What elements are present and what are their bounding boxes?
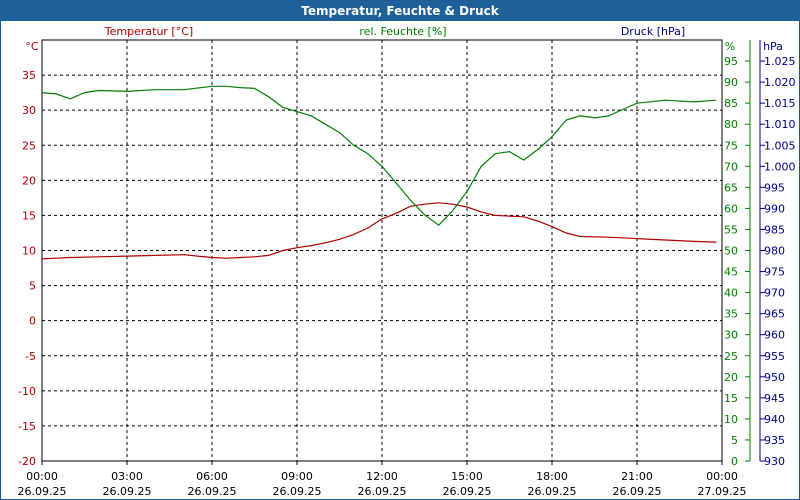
y-tick-label-humidity: 45	[724, 266, 738, 279]
x-tick-label-date: 26.09.25	[103, 485, 152, 498]
y-tick-label-pressure: 1.005	[764, 139, 796, 152]
x-tick-label-date: 26.09.25	[273, 485, 322, 498]
x-tick-label-time: 00:00	[26, 470, 58, 483]
series-line-temperature	[41, 202, 717, 260]
y-tick-label-humidity: 5	[731, 434, 738, 447]
y-tick-label-temperature: 15	[22, 209, 36, 222]
y-tick-label-humidity: 40	[724, 287, 738, 300]
y-tick-label-temperature: 20	[22, 174, 36, 187]
y-tick-label-pressure: 1.020	[764, 76, 796, 89]
y-tick-label-pressure: 980	[764, 245, 785, 258]
y-axis-unit-temperature: °C	[25, 40, 39, 53]
y-tick-label-pressure: 935	[764, 434, 785, 447]
x-tick-label-date: 26.09.25	[443, 485, 492, 498]
y-tick-label-humidity: 80	[724, 118, 738, 131]
y-tick-label-temperature: 25	[22, 139, 36, 152]
y-axis-unit-humidity: %	[725, 40, 735, 53]
y-tick-label-humidity: 60	[724, 202, 738, 215]
x-tick-label-date: 26.09.25	[613, 485, 662, 498]
y-tick-label-pressure: 985	[764, 223, 785, 236]
y-tick-label-temperature: -20	[18, 455, 36, 468]
x-tick-label-time: 15:00	[451, 470, 483, 483]
y-tick-label-humidity: 50	[724, 245, 738, 258]
x-tick-label-time: 03:00	[111, 470, 143, 483]
x-tick-label-date: 26.09.25	[188, 485, 237, 498]
x-tick-label-date: 26.09.25	[358, 485, 407, 498]
y-tick-label-pressure: 1.025	[764, 55, 796, 68]
y-tick-label-humidity: 25	[724, 350, 738, 363]
y-tick-label-humidity: 85	[724, 97, 738, 110]
y-tick-label-pressure: 1.010	[764, 118, 796, 131]
y-tick-label-humidity: 70	[724, 160, 738, 173]
window-title: Temperatur, Feuchte & Druck	[1, 1, 799, 21]
y-tick-label-pressure: 1.015	[764, 97, 796, 110]
x-tick-label-time: 18:00	[536, 470, 568, 483]
y-tick-label-humidity: 55	[724, 223, 738, 236]
y-tick-label-humidity: 65	[724, 181, 738, 194]
y-tick-label-pressure: 995	[764, 181, 785, 194]
y-tick-label-humidity: 30	[724, 329, 738, 342]
x-tick-label-time: 00:00	[706, 470, 738, 483]
y-tick-label-temperature: -15	[18, 420, 36, 433]
y-tick-label-humidity: 15	[724, 392, 738, 405]
x-tick-label-time: 06:00	[196, 470, 228, 483]
y-tick-label-pressure: 960	[764, 329, 785, 342]
series-line-humidity	[41, 85, 717, 226]
y-tick-label-humidity: 75	[724, 139, 738, 152]
y-tick-label-pressure: 955	[764, 350, 785, 363]
x-tick-label-date: 26.09.25	[18, 485, 67, 498]
y-tick-label-temperature: 0	[29, 315, 36, 328]
legend-pressure: Druck [hPa]	[621, 25, 685, 38]
y-tick-label-humidity: 10	[724, 413, 738, 426]
y-tick-label-pressure: 970	[764, 287, 785, 300]
y-tick-label-temperature: 10	[22, 245, 36, 258]
y-tick-label-temperature: 35	[22, 69, 36, 82]
x-tick-label-time: 12:00	[366, 470, 398, 483]
y-tick-label-temperature: 5	[29, 280, 36, 293]
y-tick-label-humidity: 20	[724, 371, 738, 384]
y-tick-label-temperature: -10	[18, 385, 36, 398]
y-axis-unit-pressure: hPa	[763, 40, 783, 53]
y-tick-label-pressure: 930	[764, 455, 785, 468]
y-tick-label-pressure: 940	[764, 413, 785, 426]
y-tick-label-temperature: -5	[25, 350, 36, 363]
y-tick-label-humidity: 0	[731, 455, 738, 468]
y-tick-label-humidity: 35	[724, 308, 738, 321]
y-tick-label-pressure: 965	[764, 308, 785, 321]
x-tick-label-date: 26.09.25	[528, 485, 577, 498]
y-tick-label-humidity: 95	[724, 55, 738, 68]
y-tick-label-pressure: 990	[764, 202, 785, 215]
y-tick-label-temperature: 30	[22, 104, 36, 117]
y-tick-label-pressure: 945	[764, 392, 785, 405]
y-tick-label-pressure: 950	[764, 371, 785, 384]
x-tick-label-date: 27.09.25	[698, 485, 747, 498]
x-tick-label-time: 21:00	[621, 470, 653, 483]
y-tick-label-pressure: 1.000	[764, 160, 796, 173]
legend-temperature: Temperatur [°C]	[104, 25, 193, 38]
y-tick-label-pressure: 975	[764, 266, 785, 279]
x-tick-label-time: 09:00	[281, 470, 313, 483]
y-tick-label-humidity: 90	[724, 76, 738, 89]
legend-humidity: rel. Feuchte [%]	[359, 25, 446, 38]
